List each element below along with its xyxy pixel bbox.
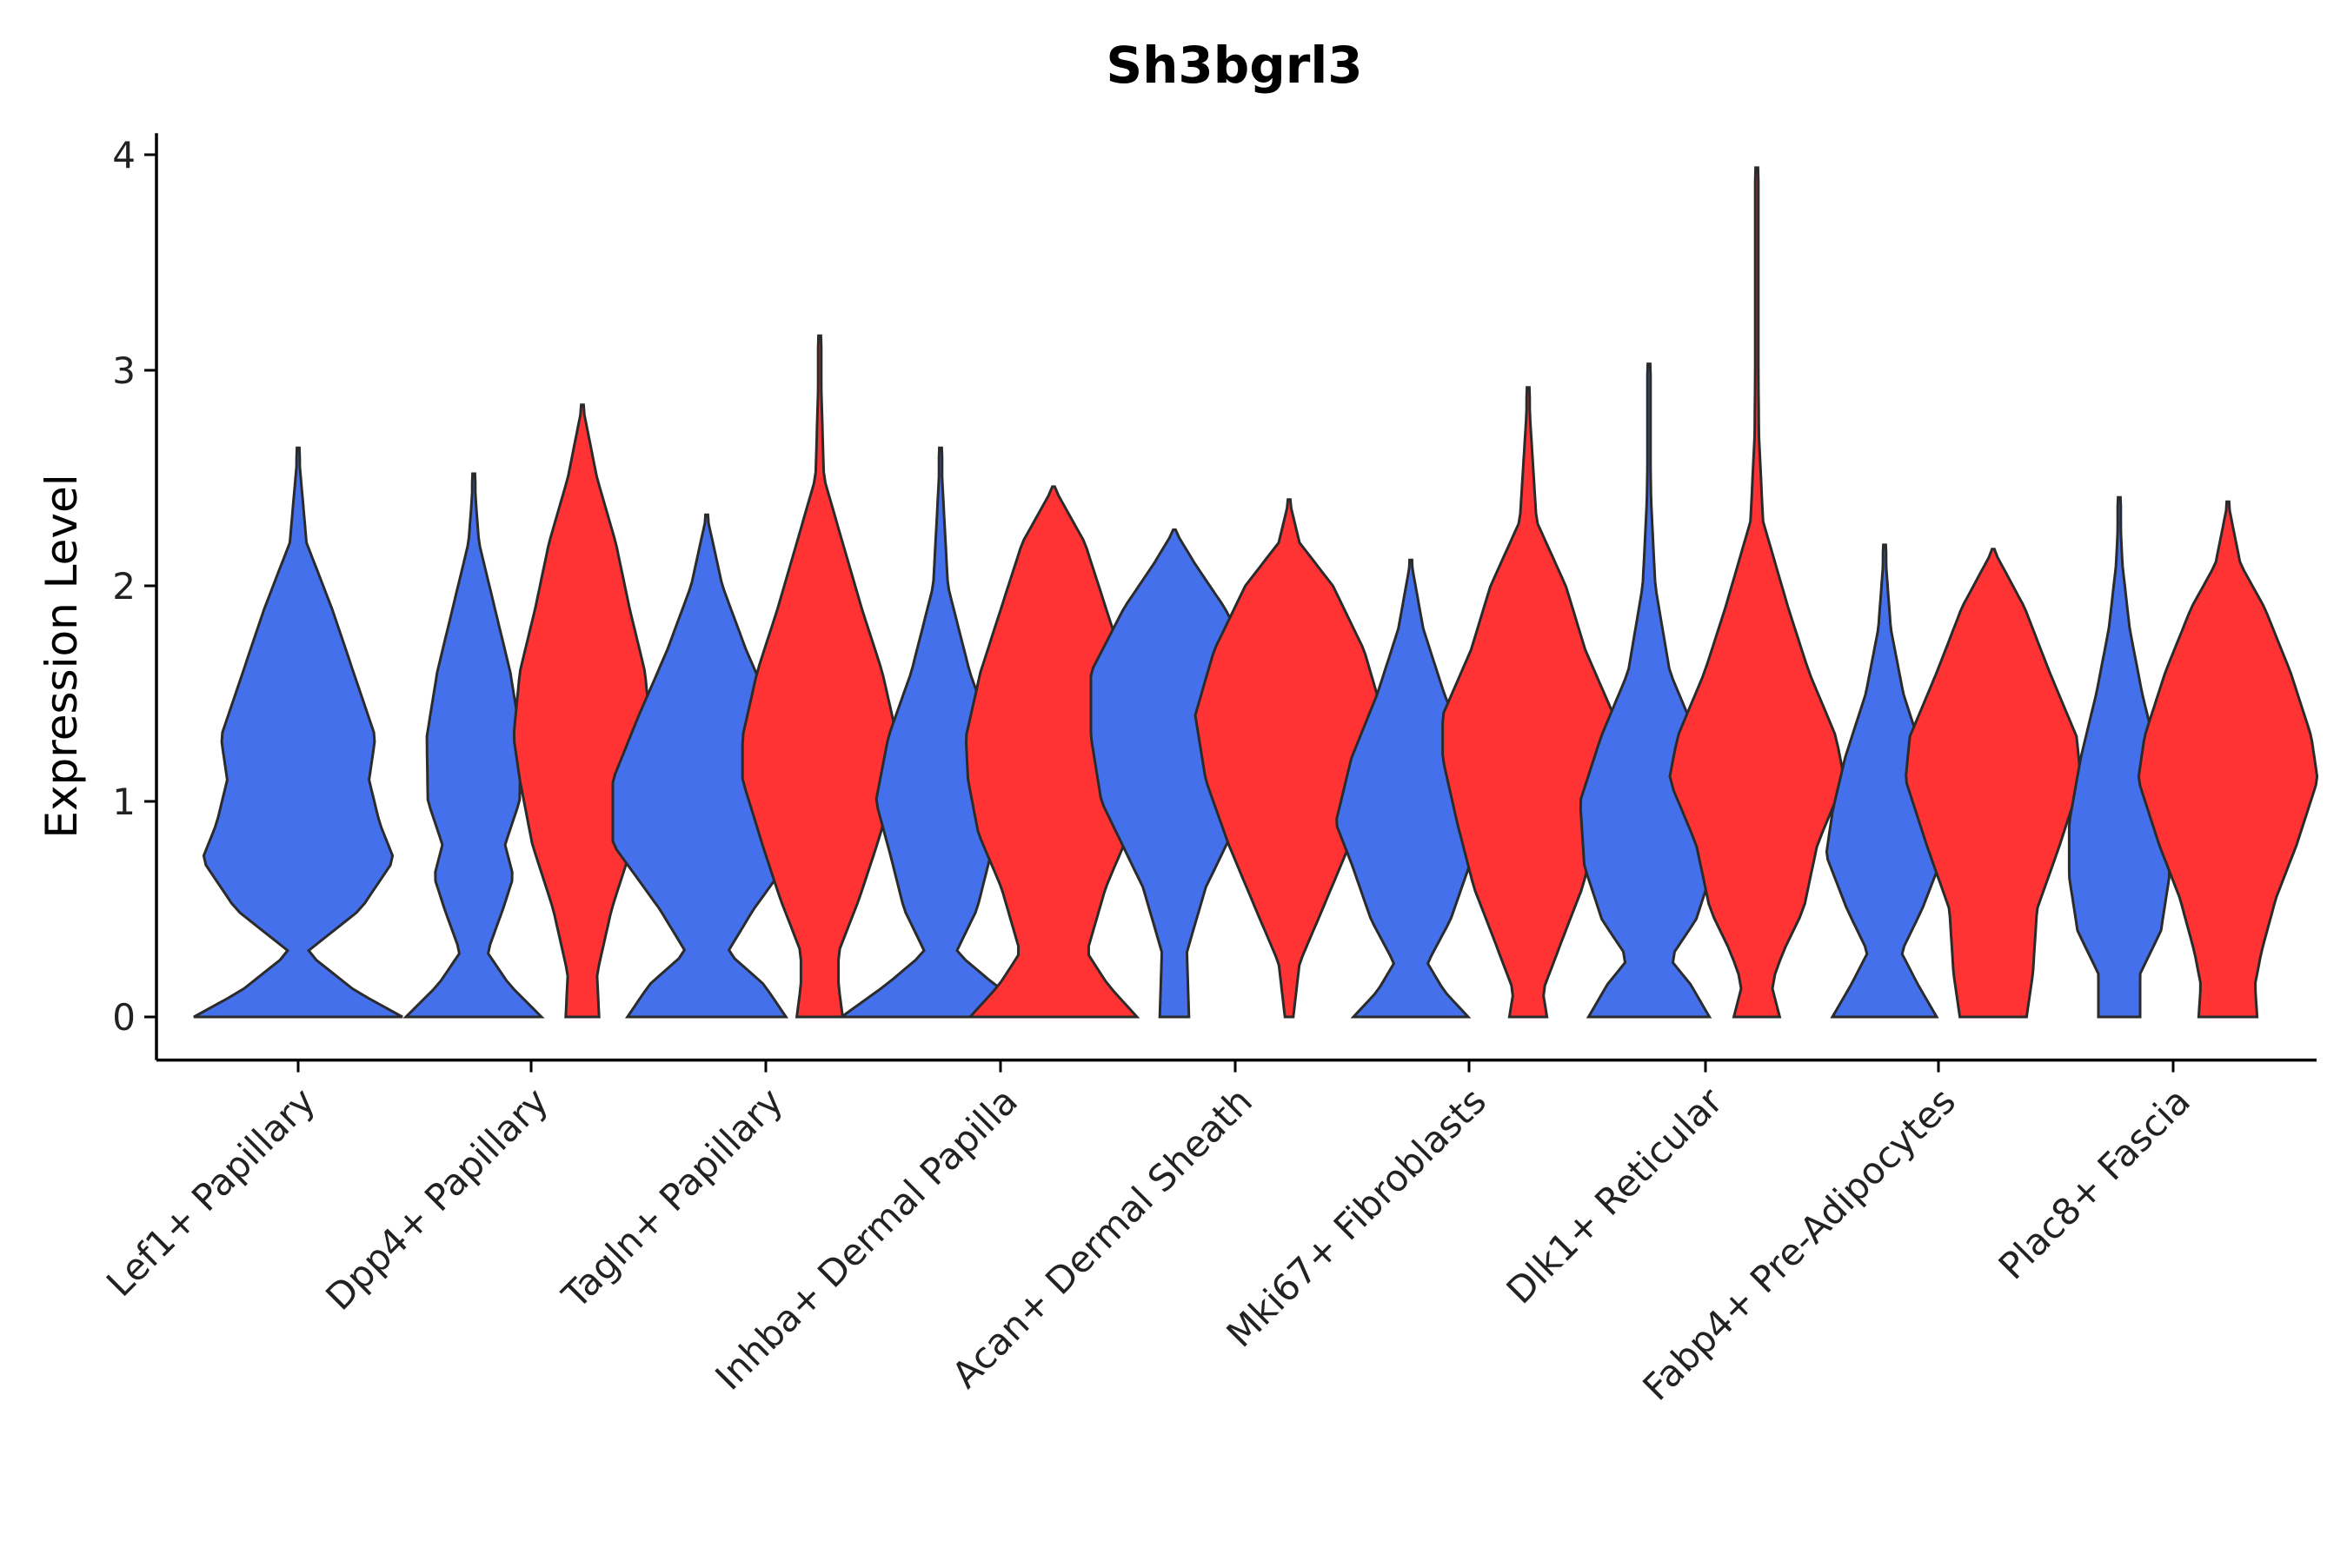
y-tick-label-4: 4	[112, 134, 136, 176]
y-tick-label-2: 2	[112, 565, 136, 608]
chart-title: Sh3bgrl3	[1106, 36, 1362, 95]
y-tick-label-1: 1	[112, 781, 136, 823]
violin-group2-7	[1905, 548, 2082, 1019]
violin-group2-6	[1668, 166, 1845, 1019]
x-tick-label-2: Tagln+ Papillary	[554, 1080, 791, 1317]
violin-group2-5	[1441, 386, 1615, 1019]
x-tick-label-5: Mki67+ Fibroblasts	[1219, 1080, 1494, 1355]
x-tick-label-1: Dpp4+ Papillary	[317, 1080, 556, 1319]
violin-group2-8	[2137, 500, 2319, 1019]
violin-group1-1	[402, 472, 545, 1019]
violin-group2-2	[741, 334, 899, 1019]
violin-group1-0	[193, 446, 403, 1019]
y-tick-label-3: 3	[112, 349, 136, 392]
x-tick-label-6: Dlk1+ Reticular	[1499, 1080, 1732, 1312]
y-tick-label-0: 0	[112, 996, 136, 1039]
x-tick-label-0: Lef1+ Papillary	[98, 1080, 323, 1305]
violin-group2-1	[512, 403, 653, 1019]
violin-layer	[193, 166, 2319, 1019]
y-axis-label: Expression Level	[37, 474, 87, 838]
x-tick-label-8: Plac8+ Fascia	[1991, 1080, 2198, 1287]
